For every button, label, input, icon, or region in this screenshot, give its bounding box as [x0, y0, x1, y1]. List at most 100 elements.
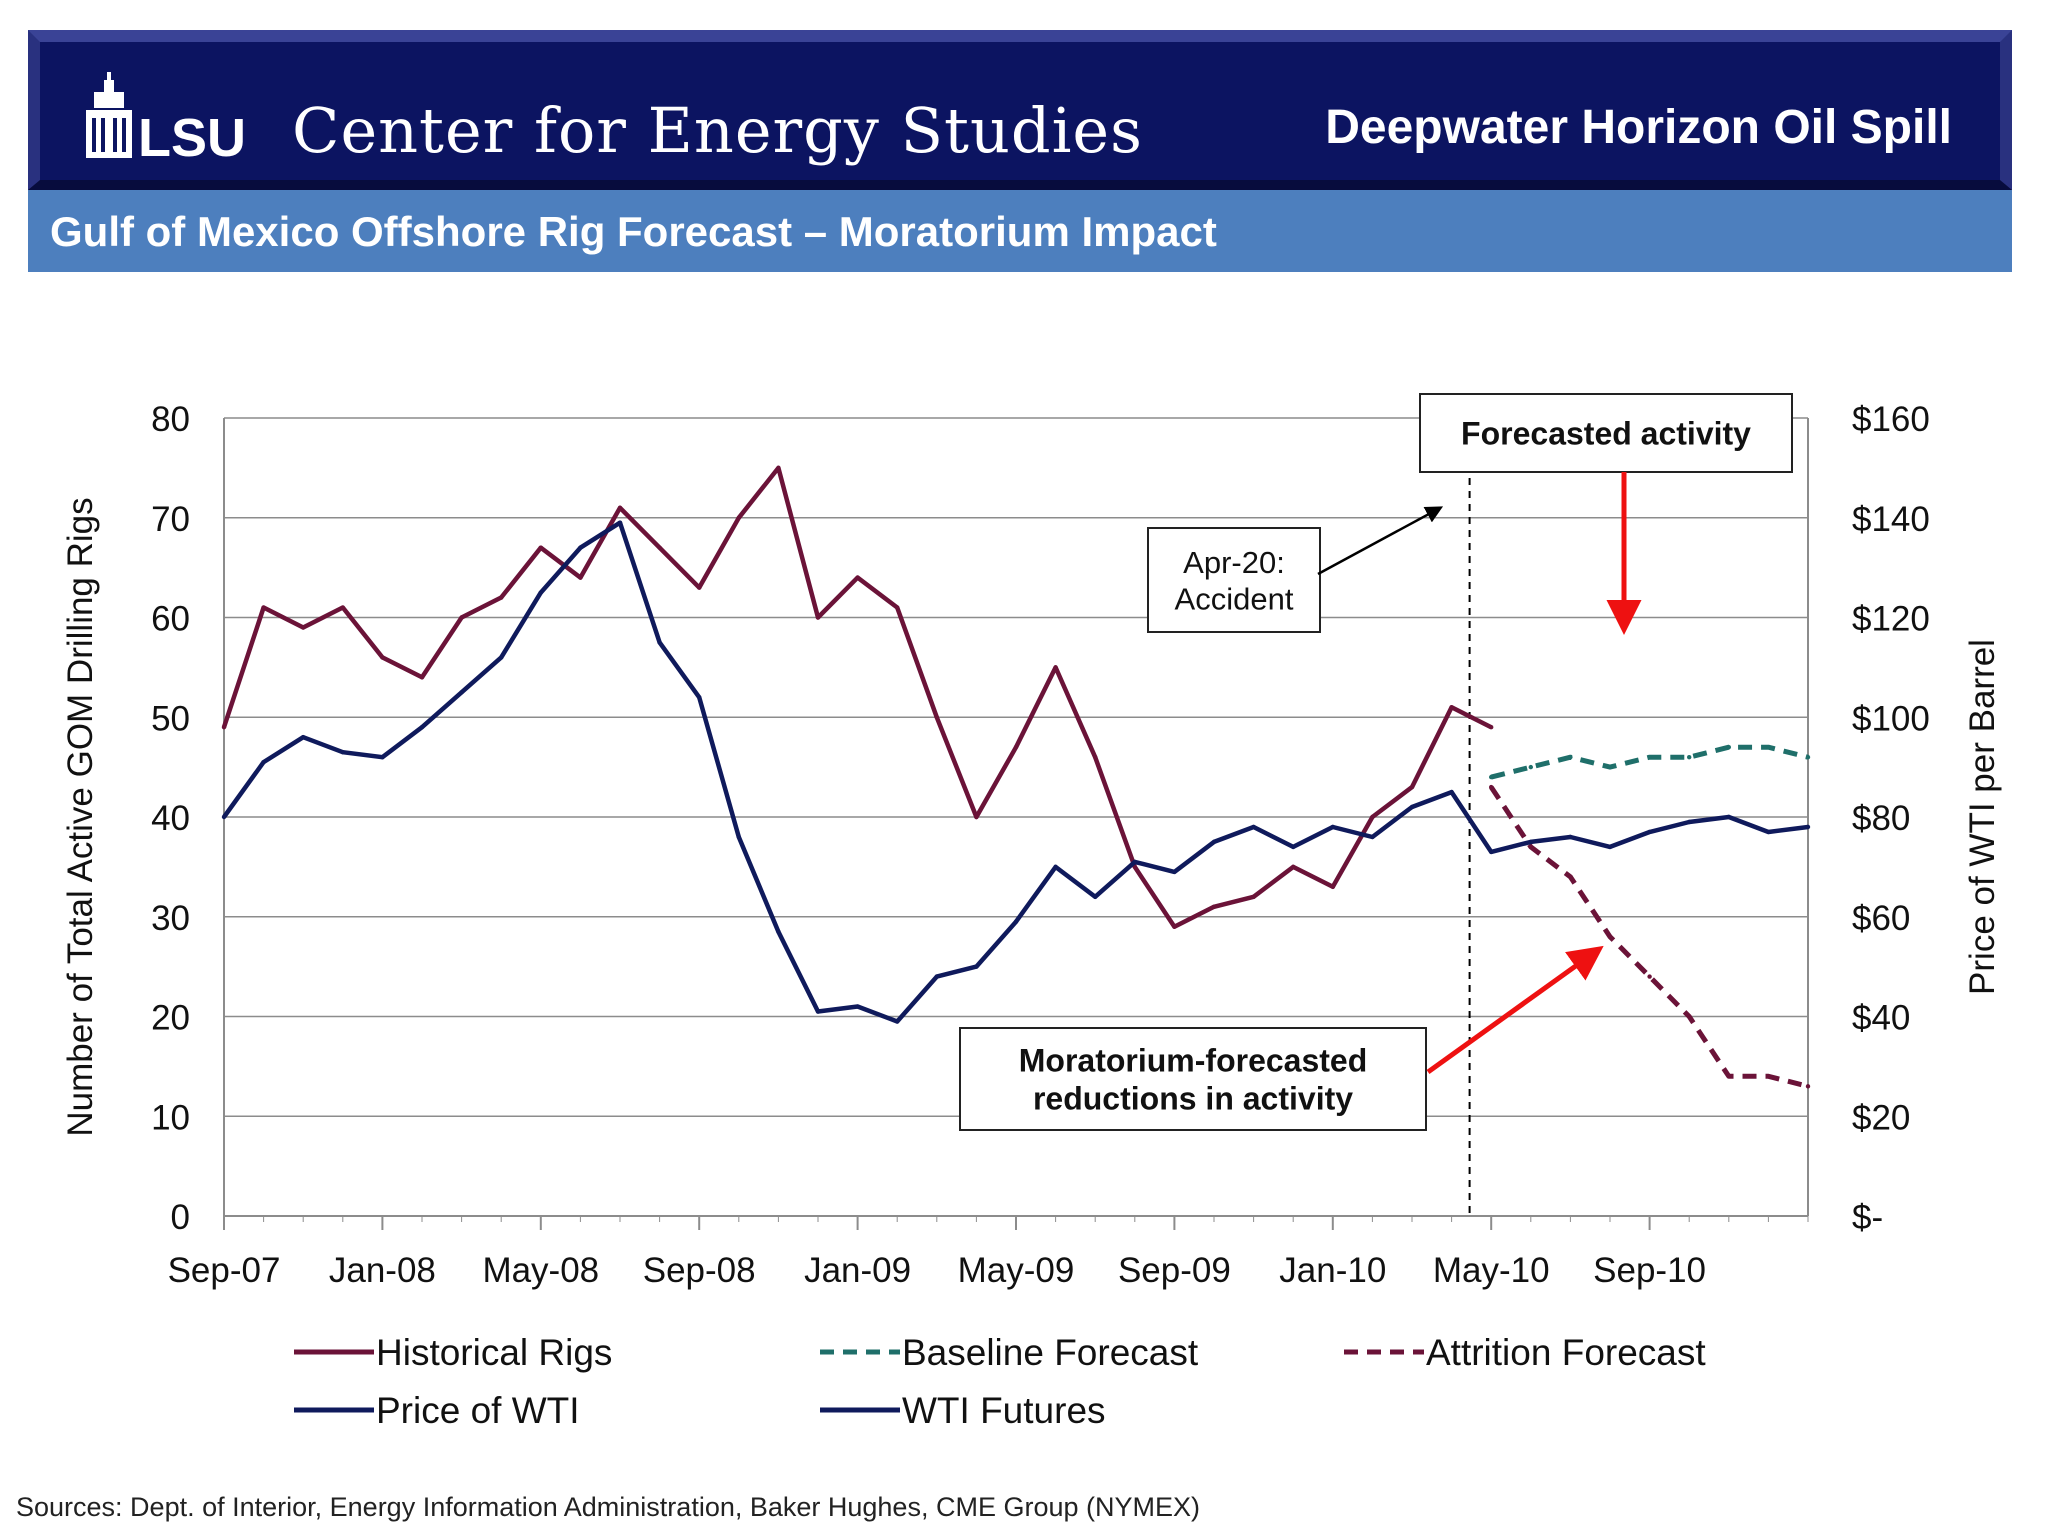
org-name: Center for Energy Studies: [292, 94, 1143, 167]
series-line-attrition-forecast: [1489, 785, 1809, 1089]
data-point-baseline-forecast: [1489, 774, 1494, 780]
data-point-price-of-wti: [895, 1019, 900, 1024]
data-point-baseline-forecast: [1766, 744, 1771, 750]
data-point-baseline-forecast: [1647, 754, 1652, 760]
data-point-price-of-wti: [1013, 919, 1019, 924]
data-point-wti-futures: [1726, 814, 1732, 820]
data-point-historical-rigs: [419, 675, 425, 680]
y2-tick-label: $120: [1852, 600, 1930, 639]
data-point-price-of-wti: [736, 834, 741, 840]
data-point-historical-rigs: [1013, 744, 1019, 750]
accident-annotation-box: [1147, 527, 1321, 633]
x-tick-label: May-08: [482, 1251, 599, 1290]
data-point-historical-rigs: [340, 605, 345, 610]
data-point-historical-rigs: [1172, 924, 1177, 929]
moratorium-annotation-box: [959, 1027, 1427, 1131]
y-tick-label: 40: [151, 799, 190, 838]
data-point-historical-rigs: [1330, 884, 1336, 890]
data-point-wti-futures: [1489, 849, 1494, 855]
data-point-price-of-wti: [499, 655, 504, 660]
y-tick-label: 0: [171, 1198, 190, 1237]
data-point-historical-rigs: [1211, 904, 1217, 909]
y-tick-label: 30: [151, 899, 190, 938]
legend-item-baseline-forecast: Baseline Forecast: [820, 1332, 1199, 1373]
forecast-annotation-text: Forecasted activity: [1461, 416, 1751, 452]
x-tick-label: May-10: [1433, 1251, 1550, 1290]
annotations: Apr-20:Accident Forecasted activity Morato…: [959, 393, 1793, 1131]
data-point-baseline-forecast: [1687, 754, 1692, 760]
data-point-wti-futures: [1528, 839, 1534, 845]
y-tick-label: 10: [151, 1098, 190, 1137]
legend-item-wti-futures: WTI Futures: [820, 1390, 1106, 1431]
data-point-historical-rigs: [301, 625, 306, 630]
data-point-wti-futures: [1805, 824, 1811, 830]
y2-tick-label: $20: [1852, 1098, 1910, 1137]
data-point-historical-rigs: [697, 585, 702, 590]
moratorium-annotation-text: Moratorium-forecasted: [1019, 1043, 1368, 1079]
data-point-attrition-forecast: [1647, 974, 1652, 979]
data-point-attrition-forecast: [1607, 934, 1613, 939]
forecast-annotation: Forecasted activity: [1419, 393, 1793, 473]
data-point-historical-rigs: [855, 575, 860, 580]
y2-tick-label: $100: [1852, 699, 1930, 738]
data-point-price-of-wti: [1291, 844, 1296, 850]
data-point-historical-rigs: [261, 605, 266, 610]
data-point-price-of-wti: [617, 520, 623, 525]
data-point-price-of-wti: [261, 759, 266, 765]
data-point-historical-rigs: [815, 615, 821, 620]
data-point-price-of-wti: [301, 735, 306, 740]
data-point-baseline-forecast: [1726, 744, 1732, 750]
moratorium-arrow: [1426, 945, 1604, 1075]
data-point-wti-futures: [1766, 829, 1771, 835]
subtitle-bar: Gulf of Mexico Offshore Rig Forecast – M…: [28, 190, 2012, 272]
sources-note: Sources: Dept. of Interior, Energy Infor…: [16, 1492, 1200, 1522]
accident-annotation-text: Accident: [1175, 581, 1294, 616]
data-point-price-of-wti: [1370, 834, 1375, 840]
legend-label: Attrition Forecast: [1426, 1332, 1706, 1373]
y-tick-label: 60: [151, 600, 190, 639]
data-point-price-of-wti: [697, 695, 702, 700]
data-point-historical-rigs: [1409, 784, 1415, 790]
legend-item-historical-rigs: Historical Rigs: [294, 1332, 612, 1373]
data-point-price-of-wti: [1172, 869, 1177, 875]
data-point-price-of-wti: [1330, 824, 1336, 830]
y2-axis-label: Price of WTI per Barrel: [1963, 639, 2002, 995]
legend-label: Baseline Forecast: [902, 1332, 1199, 1373]
forecast-annotation-box: [1419, 393, 1793, 473]
header-banner: LSU Center for Energy Studies Deepwater …: [28, 30, 2012, 190]
x-tick-label: Jan-10: [1279, 1251, 1386, 1290]
x-tick-label: Jan-08: [329, 1251, 436, 1290]
data-point-historical-rigs: [1291, 864, 1296, 870]
y2-tick-label: $160: [1852, 400, 1930, 439]
x-tick-label: Sep-07: [168, 1251, 281, 1290]
data-point-price-of-wti: [340, 749, 345, 755]
data-point-historical-rigs: [934, 715, 939, 720]
accident-arrow: [1317, 506, 1444, 576]
accident-annotation: Apr-20:Accident: [1147, 527, 1321, 633]
data-point-historical-rigs: [657, 545, 662, 550]
data-point-historical-rigs: [1449, 705, 1454, 710]
x-tick-label: Sep-08: [643, 1251, 756, 1290]
legend-item-attrition-forecast: Attrition Forecast: [1344, 1332, 1706, 1373]
y2-tick-label: $-: [1852, 1198, 1883, 1237]
data-point-price-of-wti: [934, 974, 939, 979]
data-point-historical-rigs: [538, 545, 543, 550]
data-point-price-of-wti: [974, 964, 979, 969]
data-point-historical-rigs: [1370, 814, 1375, 820]
data-point-historical-rigs: [1489, 725, 1494, 730]
legend-item-price-of-wti: Price of WTI: [294, 1390, 580, 1431]
y-axis-label: Number of Total Active GOM Drilling Rigs: [61, 497, 100, 1136]
y2-tick-label: $80: [1852, 799, 1910, 838]
page-subtitle: Gulf of Mexico Offshore Rig Forecast – M…: [50, 208, 1217, 255]
data-point-price-of-wti: [538, 590, 543, 595]
y-tick-label: 80: [151, 400, 190, 439]
header-title: Deepwater Horizon Oil Spill: [1325, 101, 1952, 154]
y2-tick-label: $60: [1852, 899, 1910, 938]
data-point-historical-rigs: [895, 605, 900, 610]
data-point-baseline-forecast: [1805, 754, 1811, 760]
moratorium-annotation-text: reductions in activity: [1033, 1080, 1353, 1116]
data-point-attrition-forecast: [1766, 1074, 1771, 1079]
x-tick-label: Jan-09: [804, 1251, 911, 1290]
x-tick-label: Sep-09: [1118, 1251, 1231, 1290]
